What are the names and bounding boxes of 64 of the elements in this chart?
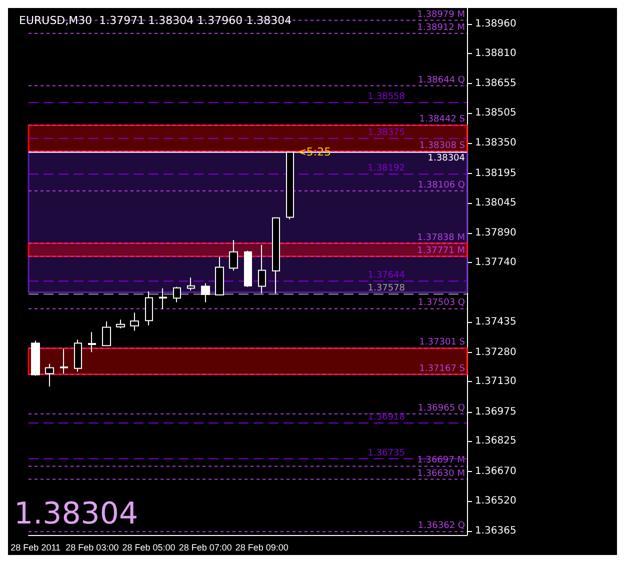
y-tick-label: 1.37435 bbox=[475, 316, 516, 328]
y-tick-label: 1.36670 bbox=[475, 466, 516, 477]
y-tick-label: 1.36520 bbox=[475, 495, 516, 506]
candlestick bbox=[88, 332, 96, 353]
candlestick bbox=[258, 244, 266, 294]
candlestick bbox=[272, 216, 280, 294]
text: EURUSD,M30 1.37971 1.38304 1.37960 1.38304 bbox=[19, 14, 292, 27]
ref-line-label: 1.38308 S bbox=[419, 140, 466, 151]
x-tick-label: 28 Feb 07:00 bbox=[178, 542, 232, 552]
ref-line-label: 1.36735 bbox=[368, 448, 405, 458]
y-tick-label: 1.36365 bbox=[475, 526, 516, 537]
ref-line-label: 1.37771 M bbox=[417, 246, 465, 256]
candlestick bbox=[229, 239, 238, 272]
ref-line-label: 1.37578 bbox=[368, 284, 406, 294]
y-tick-label: 1.38195 bbox=[475, 168, 516, 180]
ref-line-label: 1.38442 S bbox=[419, 114, 466, 125]
candlestick bbox=[130, 312, 139, 332]
y-tick-label: 1.38655 bbox=[475, 78, 516, 90]
y-tick-label: 1.37130 bbox=[475, 376, 516, 388]
x-tick-label: 28 Feb 09:00 bbox=[235, 542, 288, 552]
candlestick bbox=[74, 339, 82, 372]
ref-line-label: 1.38644 Q bbox=[418, 75, 465, 86]
x-tick-label: 28 Feb 03:00 bbox=[66, 542, 119, 552]
ref-line-label: 1.37301 S bbox=[419, 338, 466, 348]
candlestick bbox=[159, 288, 167, 310]
candlestick bbox=[102, 320, 111, 347]
y-tick-label: 1.38960 bbox=[475, 18, 516, 30]
ref-line-label: 1.36918 bbox=[368, 412, 406, 423]
candlestick bbox=[60, 348, 68, 374]
ref-line-label: 1.38304 bbox=[428, 154, 466, 164]
ref-line-label: 1.36965 Q bbox=[418, 403, 465, 414]
candlestick bbox=[215, 256, 224, 296]
candlestick bbox=[201, 282, 210, 303]
y-tick-label: 1.38505 bbox=[475, 107, 516, 118]
annotation: 1.38304 bbox=[14, 496, 138, 532]
ref-line-label: 1.38558 bbox=[368, 92, 406, 102]
y-tick-label: 1.36975 bbox=[475, 406, 516, 418]
y-tick-label: 1.37740 bbox=[475, 256, 516, 268]
candlestick bbox=[31, 340, 40, 376]
x-tick-label: 28 Feb 05:00 bbox=[122, 542, 176, 552]
ref-line-label: 1.38979 M bbox=[417, 10, 465, 20]
ref-line-label: 1.37167 S bbox=[419, 364, 466, 374]
candlestick bbox=[116, 319, 125, 329]
candlestick bbox=[244, 250, 252, 288]
ref-line-label: 1.38375 bbox=[368, 128, 405, 138]
ref-line-label: 1.37644 bbox=[368, 270, 406, 281]
ref-line-label: 1.37838 M bbox=[417, 232, 465, 243]
ref-line-label: 1.38192 bbox=[368, 164, 405, 174]
candlestick bbox=[187, 277, 195, 292]
ref-line-label: 1.37503 Q bbox=[418, 298, 465, 308]
y-tick-label: 1.36825 bbox=[475, 436, 516, 447]
ref-line-label: 1.38106 Q bbox=[418, 180, 465, 190]
y-tick-label: 1.38810 bbox=[475, 48, 516, 59]
x-tick-label: 28 Feb 2011 bbox=[10, 542, 61, 552]
candlestick bbox=[45, 363, 54, 387]
ref-line-label: 1.38912 M bbox=[417, 22, 465, 33]
ref-line-label: 1.36630 M bbox=[417, 468, 465, 479]
y-tick-label: 1.37890 bbox=[475, 228, 516, 239]
y-tick-label: 1.37280 bbox=[475, 346, 516, 358]
candlestick bbox=[145, 290, 153, 326]
y-tick-label: 1.38350 bbox=[475, 138, 516, 149]
ref-line-label: 1.36362 Q bbox=[418, 521, 465, 532]
candlestick bbox=[173, 286, 181, 303]
y-tick-label: 1.38045 bbox=[475, 197, 516, 208]
